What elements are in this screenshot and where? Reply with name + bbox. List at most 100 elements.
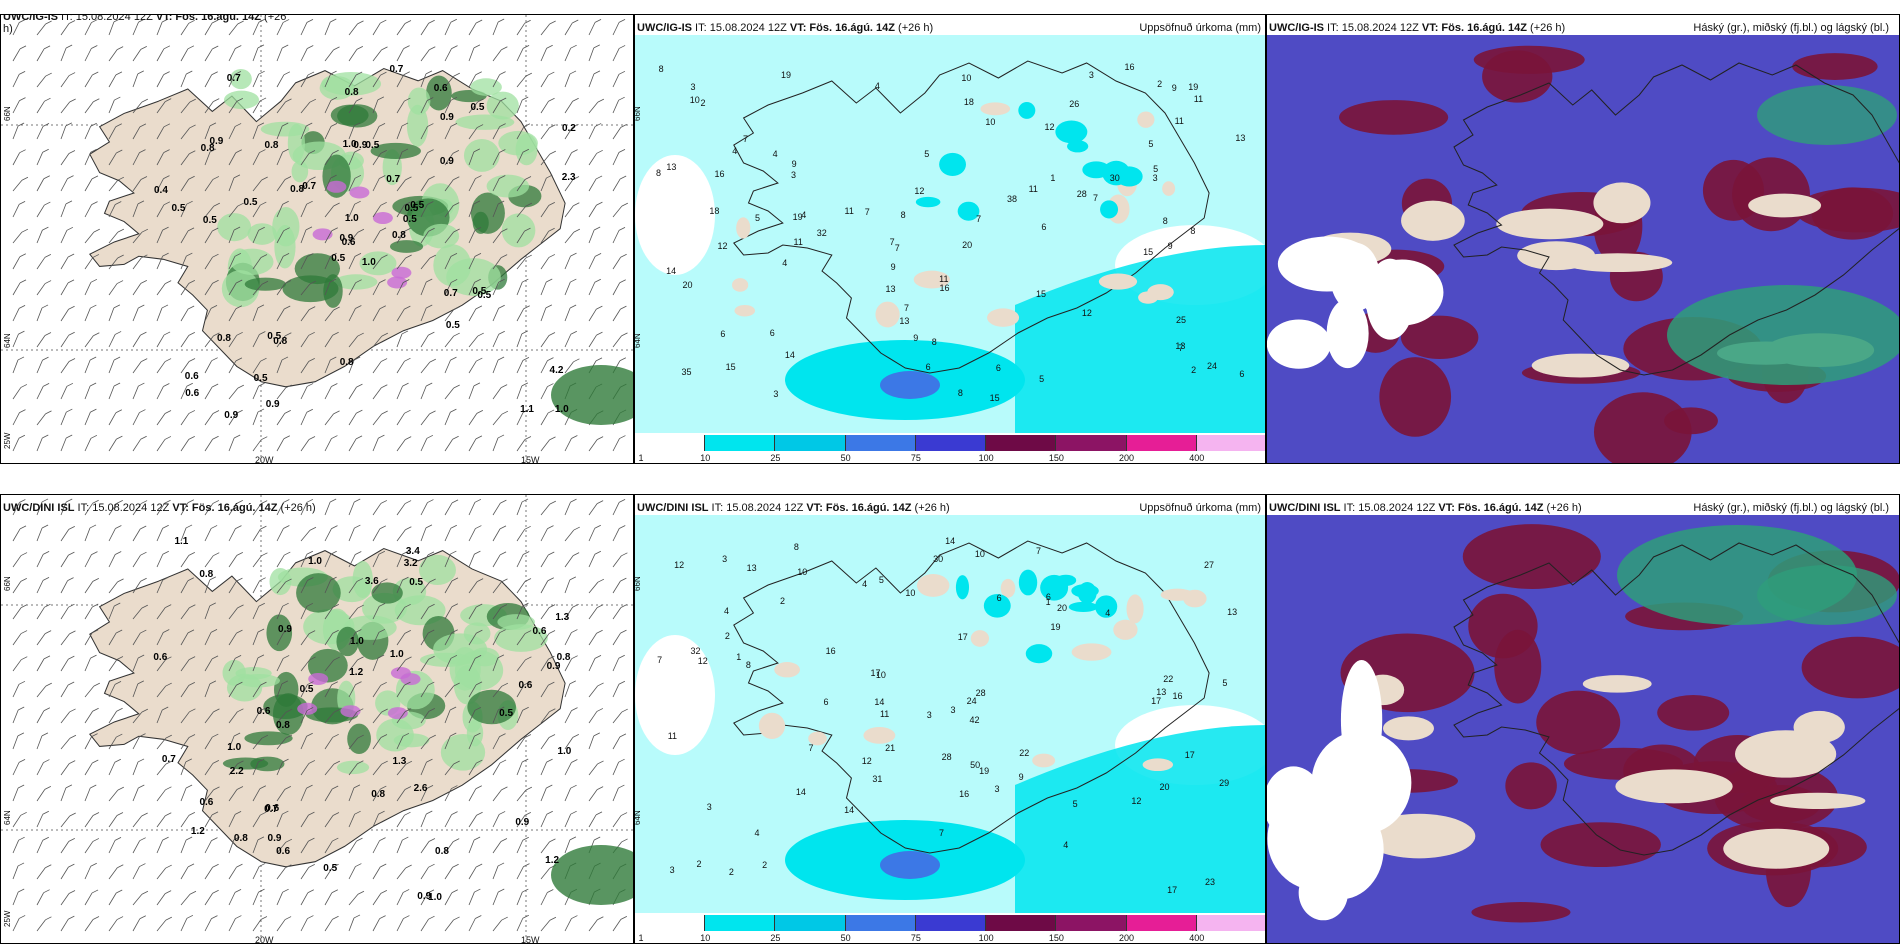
wind-barb-flag	[236, 552, 244, 556]
wind-barb-flag	[475, 525, 482, 529]
wind-barb-flag	[401, 330, 409, 335]
wind-barb-flag	[549, 436, 556, 441]
wind-barb	[444, 126, 452, 140]
wind-barb	[132, 126, 141, 140]
wind-barb	[516, 23, 525, 36]
wind-barb	[492, 413, 503, 426]
wind-barb	[588, 633, 597, 646]
accum-value-label: 7	[1092, 192, 1098, 203]
wind-barb-flag	[332, 837, 339, 842]
wind-barb-flag	[548, 227, 555, 232]
wind-barb-flag	[113, 18, 121, 23]
wind-barb-flag	[332, 733, 339, 738]
wind-barb	[204, 335, 214, 348]
wind-barb-flag	[258, 602, 265, 607]
wind-barb	[84, 48, 92, 62]
wind-barb	[396, 179, 406, 192]
wind-barb	[420, 438, 428, 452]
wind-barb-flag	[189, 124, 196, 129]
accum-value-label: 12	[1131, 795, 1142, 806]
wind-barb-flag	[428, 175, 435, 180]
wind-barb-flag	[547, 577, 554, 582]
wind-barb	[372, 230, 381, 244]
wind-barb	[372, 528, 381, 542]
wind-barb	[156, 815, 166, 828]
accum-value-label: 9	[791, 158, 797, 169]
wind-barb	[84, 204, 92, 218]
wind-barb	[36, 413, 46, 426]
wind-barb	[300, 867, 310, 880]
wind-barb	[180, 413, 190, 426]
wind-barb	[564, 762, 572, 776]
wind-barb	[252, 360, 261, 374]
wind-barb	[108, 528, 116, 542]
wind-barb	[252, 814, 261, 828]
wind-barb-flag	[305, 226, 313, 231]
wind-barb	[156, 230, 163, 244]
wind-barb	[276, 152, 283, 166]
accum-value-label: 9	[1167, 241, 1173, 252]
wind-barb-flag	[353, 122, 361, 127]
wind-barb	[324, 659, 335, 672]
iceland-coastline	[1453, 62, 1899, 376]
accum-value-label: 15	[725, 362, 736, 373]
wind-barb-flag	[93, 98, 100, 103]
wind-barb-flag	[450, 524, 457, 529]
wind-barb	[516, 230, 525, 244]
wind-barb-flag	[308, 150, 316, 154]
wind-barb-flag	[524, 436, 532, 440]
wind-barb	[252, 580, 260, 594]
wind-barb-flag	[140, 629, 147, 634]
wind-barb-flag	[141, 890, 149, 895]
wind-barb-flag	[453, 838, 460, 843]
wind-barb	[372, 22, 381, 36]
wind-barb	[588, 47, 595, 62]
wind-barb	[324, 501, 331, 516]
wind-barb	[60, 606, 69, 620]
wind-barb	[276, 283, 286, 296]
wind-barb	[588, 178, 597, 192]
wind-barb-flag	[548, 681, 555, 686]
wind-barb-flag	[405, 176, 412, 181]
wind-barb	[204, 22, 213, 36]
wind-barb	[372, 387, 382, 400]
wind-barb	[300, 204, 308, 218]
accum-value-label: 50	[970, 759, 981, 770]
precip-heavy-cell	[391, 266, 412, 279]
wind-barb-flag	[429, 410, 436, 415]
wind-barb-flag	[499, 175, 506, 179]
accum-value-label: 11	[1028, 184, 1038, 195]
wind-barb-flag	[380, 734, 388, 738]
wind-barb	[180, 308, 189, 322]
accum-value-label: 13	[899, 315, 910, 326]
wind-barb-flag	[593, 44, 600, 49]
wind-barb-flag	[43, 175, 50, 180]
accum-value-label: 7	[1035, 545, 1041, 556]
wind-barb-flag	[259, 331, 266, 335]
wind-barb	[516, 840, 524, 854]
wind-barb-flag	[188, 410, 196, 414]
accum-value-label: 8	[931, 337, 937, 348]
wind-barb-flag	[114, 681, 122, 685]
wind-barb-flag	[522, 602, 529, 607]
wind-barb-flag	[427, 889, 435, 894]
wind-barb	[180, 153, 190, 166]
wind-barb-flag	[161, 304, 169, 309]
wind-barb	[180, 48, 189, 62]
wind-barb-flag	[570, 252, 577, 257]
wind-barb	[348, 100, 357, 114]
wind-barb	[300, 412, 308, 426]
wind-barb	[348, 49, 358, 62]
wind-barb	[60, 529, 70, 542]
wind-barb-flag	[403, 71, 410, 76]
wind-barb	[420, 179, 429, 192]
wind-barb	[564, 179, 574, 192]
wind-barb-flag	[89, 382, 97, 387]
wind-barb-flag	[21, 176, 29, 181]
wind-barb-flag	[162, 252, 169, 257]
wind-barb-flag	[475, 915, 482, 919]
wind-barb-flag	[165, 604, 172, 609]
wind-barb	[420, 73, 427, 88]
wind-barb-flag	[501, 228, 508, 233]
no-cloud-area	[1360, 259, 1444, 326]
